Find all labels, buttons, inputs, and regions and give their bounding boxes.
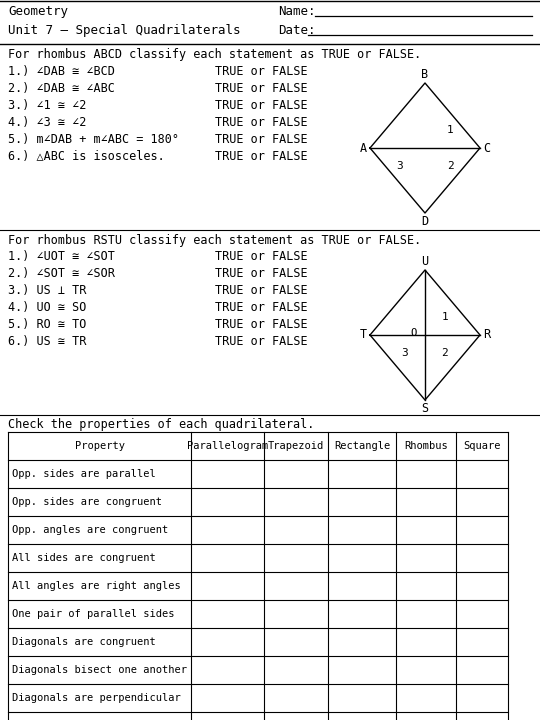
Text: All sides are congruent: All sides are congruent: [12, 553, 156, 563]
Text: Opp. sides are parallel: Opp. sides are parallel: [12, 469, 156, 479]
Text: Rhombus: Rhombus: [404, 441, 448, 451]
Text: D: D: [421, 215, 429, 228]
Text: 2: 2: [447, 161, 454, 171]
Text: B: B: [421, 68, 429, 81]
Text: TRUE or FALSE: TRUE or FALSE: [215, 267, 308, 280]
Text: TRUE or FALSE: TRUE or FALSE: [215, 82, 308, 95]
Text: TRUE or FALSE: TRUE or FALSE: [215, 318, 308, 331]
Text: Name:: Name:: [278, 5, 315, 18]
Text: O: O: [411, 328, 417, 338]
Text: 2.) ∠DAB ≅ ∠ABC: 2.) ∠DAB ≅ ∠ABC: [8, 82, 115, 95]
Text: 6.) △ABC is isosceles.: 6.) △ABC is isosceles.: [8, 150, 165, 163]
Text: TRUE or FALSE: TRUE or FALSE: [215, 335, 308, 348]
Text: 3.) ∠1 ≅ ∠2: 3.) ∠1 ≅ ∠2: [8, 99, 86, 112]
Text: Property: Property: [75, 441, 125, 451]
Text: 1.) ∠UOT ≅ ∠SOT: 1.) ∠UOT ≅ ∠SOT: [8, 250, 115, 263]
Text: 3.) US ⊥ TR: 3.) US ⊥ TR: [8, 284, 86, 297]
Text: 1.) ∠DAB ≅ ∠BCD: 1.) ∠DAB ≅ ∠BCD: [8, 65, 115, 78]
Text: 1: 1: [442, 312, 448, 322]
Text: TRUE or FALSE: TRUE or FALSE: [215, 284, 308, 297]
Text: 2.) ∠SOT ≅ ∠SOR: 2.) ∠SOT ≅ ∠SOR: [8, 267, 115, 280]
Text: Rectangle: Rectangle: [334, 441, 390, 451]
Text: 3: 3: [396, 161, 403, 171]
Text: For rhombus ABCD classify each statement as TRUE or FALSE.: For rhombus ABCD classify each statement…: [8, 48, 421, 61]
Text: For rhombus RSTU classify each statement as TRUE or FALSE.: For rhombus RSTU classify each statement…: [8, 234, 421, 247]
Text: TRUE or FALSE: TRUE or FALSE: [215, 150, 308, 163]
Text: TRUE or FALSE: TRUE or FALSE: [215, 65, 308, 78]
Text: 4.) UO ≅ SO: 4.) UO ≅ SO: [8, 301, 86, 314]
Text: One pair of parallel sides: One pair of parallel sides: [12, 609, 174, 619]
Text: R: R: [483, 328, 490, 341]
Text: U: U: [421, 255, 429, 268]
Text: Square: Square: [463, 441, 501, 451]
Text: Parallelogram: Parallelogram: [187, 441, 268, 451]
Text: Trapezoid: Trapezoid: [268, 441, 324, 451]
Text: 6.) US ≅ TR: 6.) US ≅ TR: [8, 335, 86, 348]
Text: A: A: [360, 142, 367, 155]
Text: TRUE or FALSE: TRUE or FALSE: [215, 301, 308, 314]
Text: TRUE or FALSE: TRUE or FALSE: [215, 116, 308, 129]
Text: T: T: [360, 328, 367, 341]
Text: Geometry: Geometry: [8, 5, 68, 18]
Text: TRUE or FALSE: TRUE or FALSE: [215, 250, 308, 263]
Text: Diagonals bisect one another: Diagonals bisect one another: [12, 665, 187, 675]
Text: Diagonals are perpendicular: Diagonals are perpendicular: [12, 693, 181, 703]
Text: All angles are right angles: All angles are right angles: [12, 581, 181, 591]
Text: C: C: [483, 142, 490, 155]
Text: Unit 7 – Special Quadrilaterals: Unit 7 – Special Quadrilaterals: [8, 24, 240, 37]
Text: S: S: [421, 402, 429, 415]
Text: Opp. angles are congruent: Opp. angles are congruent: [12, 525, 168, 535]
Text: Date:: Date:: [278, 24, 315, 37]
Text: TRUE or FALSE: TRUE or FALSE: [215, 99, 308, 112]
Text: 2: 2: [442, 348, 448, 358]
Text: Diagonals are congruent: Diagonals are congruent: [12, 637, 156, 647]
Text: Opp. sides are congruent: Opp. sides are congruent: [12, 497, 162, 507]
Text: Check the properties of each quadrilateral.: Check the properties of each quadrilater…: [8, 418, 314, 431]
Text: 3: 3: [402, 348, 408, 358]
Text: 5.) RO ≅ TO: 5.) RO ≅ TO: [8, 318, 86, 331]
Text: 4.) ∠3 ≅ ∠2: 4.) ∠3 ≅ ∠2: [8, 116, 86, 129]
Text: 5.) m∠DAB + m∠ABC = 180°: 5.) m∠DAB + m∠ABC = 180°: [8, 133, 179, 146]
Text: TRUE or FALSE: TRUE or FALSE: [215, 133, 308, 146]
Text: 1: 1: [447, 125, 454, 135]
